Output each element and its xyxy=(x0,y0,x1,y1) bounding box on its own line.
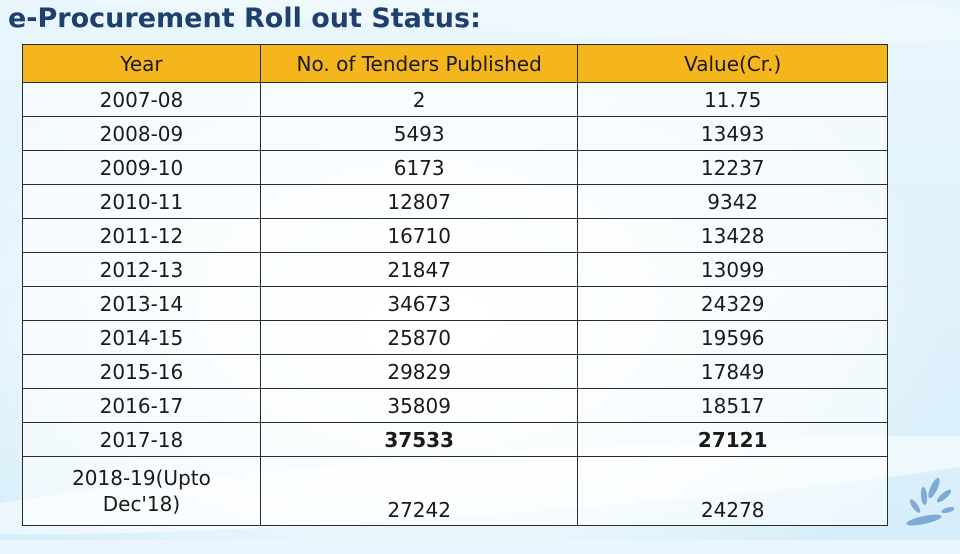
year-cell: 2014-15 xyxy=(22,320,261,355)
value-cell: 19596 xyxy=(577,320,888,355)
rollout-status-table: Year No. of Tenders Published Value(Cr.)… xyxy=(22,44,888,526)
table-row: 2017-18 37533 27121 xyxy=(22,422,888,457)
table-row: 2008-09 5493 13493 xyxy=(22,116,888,151)
year-cell: 2010-11 xyxy=(22,184,261,219)
header-value: Value(Cr.) xyxy=(577,44,888,83)
tenders-cell-highlight: 37533 xyxy=(259,422,579,457)
table-row: 2013-14 34673 24329 xyxy=(22,286,888,321)
tenders-cell: 12807 xyxy=(259,184,579,219)
table-header-row: Year No. of Tenders Published Value(Cr.) xyxy=(22,44,888,83)
tenders-cell: 21847 xyxy=(259,252,579,287)
year-cell: 2008-09 xyxy=(22,116,261,151)
table-row: 2016-17 35809 18517 xyxy=(22,388,888,423)
table-row: 2012-13 21847 13099 xyxy=(22,252,888,287)
table-row: 2015-16 29829 17849 xyxy=(22,354,888,389)
tenders-cell: 25870 xyxy=(259,320,579,355)
year-cell: 2018-19(Upto Dec'18) xyxy=(22,456,261,526)
tenders-cell: 2 xyxy=(259,82,579,117)
year-cell: 2009-10 xyxy=(22,150,261,185)
value-cell: 9342 xyxy=(577,184,888,219)
table-row: 2018-19(Upto Dec'18) 27242 24278 xyxy=(22,456,888,526)
value-cell: 13428 xyxy=(577,218,888,253)
value-cell: 24278 xyxy=(577,456,888,526)
table-row: 2011-12 16710 13428 xyxy=(22,218,888,253)
tenders-cell: 34673 xyxy=(259,286,579,321)
tenders-cell: 16710 xyxy=(259,218,579,253)
value-cell-highlight: 27121 xyxy=(577,422,888,457)
year-line-2: Dec'18) xyxy=(102,492,181,516)
slide-title: e-Procurement Roll out Status: xyxy=(8,3,481,34)
year-cell: 2013-14 xyxy=(22,286,261,321)
table-row: 2010-11 12807 9342 xyxy=(22,184,888,219)
value-cell: 24329 xyxy=(577,286,888,321)
year-cell: 2016-17 xyxy=(22,388,261,423)
decorative-swirl-logo-icon xyxy=(906,477,954,526)
table-row: 2014-15 25870 19596 xyxy=(22,320,888,355)
value-cell: 12237 xyxy=(577,150,888,185)
value-cell: 13493 xyxy=(577,116,888,151)
year-cell: 2012-13 xyxy=(22,252,261,287)
value-cell: 11.75 xyxy=(577,82,888,117)
value-cell: 17849 xyxy=(577,354,888,389)
tenders-cell: 29829 xyxy=(259,354,579,389)
tenders-cell: 35809 xyxy=(259,388,579,423)
value-cell: 13099 xyxy=(577,252,888,287)
value-cell: 18517 xyxy=(577,388,888,423)
table-row: 2007-08 2 11.75 xyxy=(22,82,888,117)
tenders-cell: 5493 xyxy=(259,116,579,151)
year-cell: 2007-08 xyxy=(22,82,261,117)
year-cell: 2017-18 xyxy=(22,422,261,457)
year-cell: 2011-12 xyxy=(22,218,261,253)
tenders-cell: 27242 xyxy=(259,456,579,526)
table-row: 2009-10 6173 12237 xyxy=(22,150,888,185)
header-year: Year xyxy=(22,44,261,83)
year-cell: 2015-16 xyxy=(22,354,261,389)
year-line-1: 2018-19(Upto xyxy=(72,466,211,490)
tenders-cell: 6173 xyxy=(259,150,579,185)
header-tenders-published: No. of Tenders Published xyxy=(259,44,579,83)
